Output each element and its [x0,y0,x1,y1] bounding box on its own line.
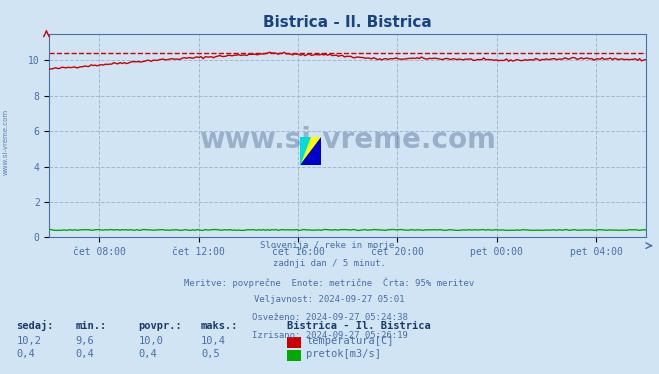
Text: Veljavnost: 2024-09-27 05:01: Veljavnost: 2024-09-27 05:01 [254,295,405,304]
Text: pretok[m3/s]: pretok[m3/s] [306,349,382,359]
Text: povpr.:: povpr.: [138,321,182,331]
Text: 0,5: 0,5 [201,349,219,359]
Text: Osveženo: 2024-09-27 05:24:38: Osveženo: 2024-09-27 05:24:38 [252,313,407,322]
Text: Bistrica - Il. Bistrica: Bistrica - Il. Bistrica [287,321,430,331]
Text: Izrisano: 2024-09-27 05:26:19: Izrisano: 2024-09-27 05:26:19 [252,331,407,340]
Title: Bistrica - Il. Bistrica: Bistrica - Il. Bistrica [263,15,432,30]
Text: Meritve: povprečne  Enote: metrične  Črta: 95% meritev: Meritve: povprečne Enote: metrične Črta:… [185,277,474,288]
Text: www.si-vreme.com: www.si-vreme.com [199,126,496,154]
Text: maks.:: maks.: [201,321,239,331]
Polygon shape [300,137,310,165]
Text: www.si-vreme.com: www.si-vreme.com [2,109,9,175]
Text: 9,6: 9,6 [76,336,94,346]
Text: Slovenija / reke in morje.: Slovenija / reke in morje. [260,241,399,250]
Text: 10,2: 10,2 [16,336,42,346]
Text: 0,4: 0,4 [16,349,35,359]
Polygon shape [300,137,321,165]
Text: temperatura[C]: temperatura[C] [306,336,394,346]
Text: 10,4: 10,4 [201,336,226,346]
Text: 10,0: 10,0 [138,336,163,346]
Text: sedaj:: sedaj: [16,320,54,331]
Text: min.:: min.: [76,321,107,331]
Text: 0,4: 0,4 [76,349,94,359]
Text: zadnji dan / 5 minut.: zadnji dan / 5 minut. [273,259,386,268]
Text: 0,4: 0,4 [138,349,157,359]
